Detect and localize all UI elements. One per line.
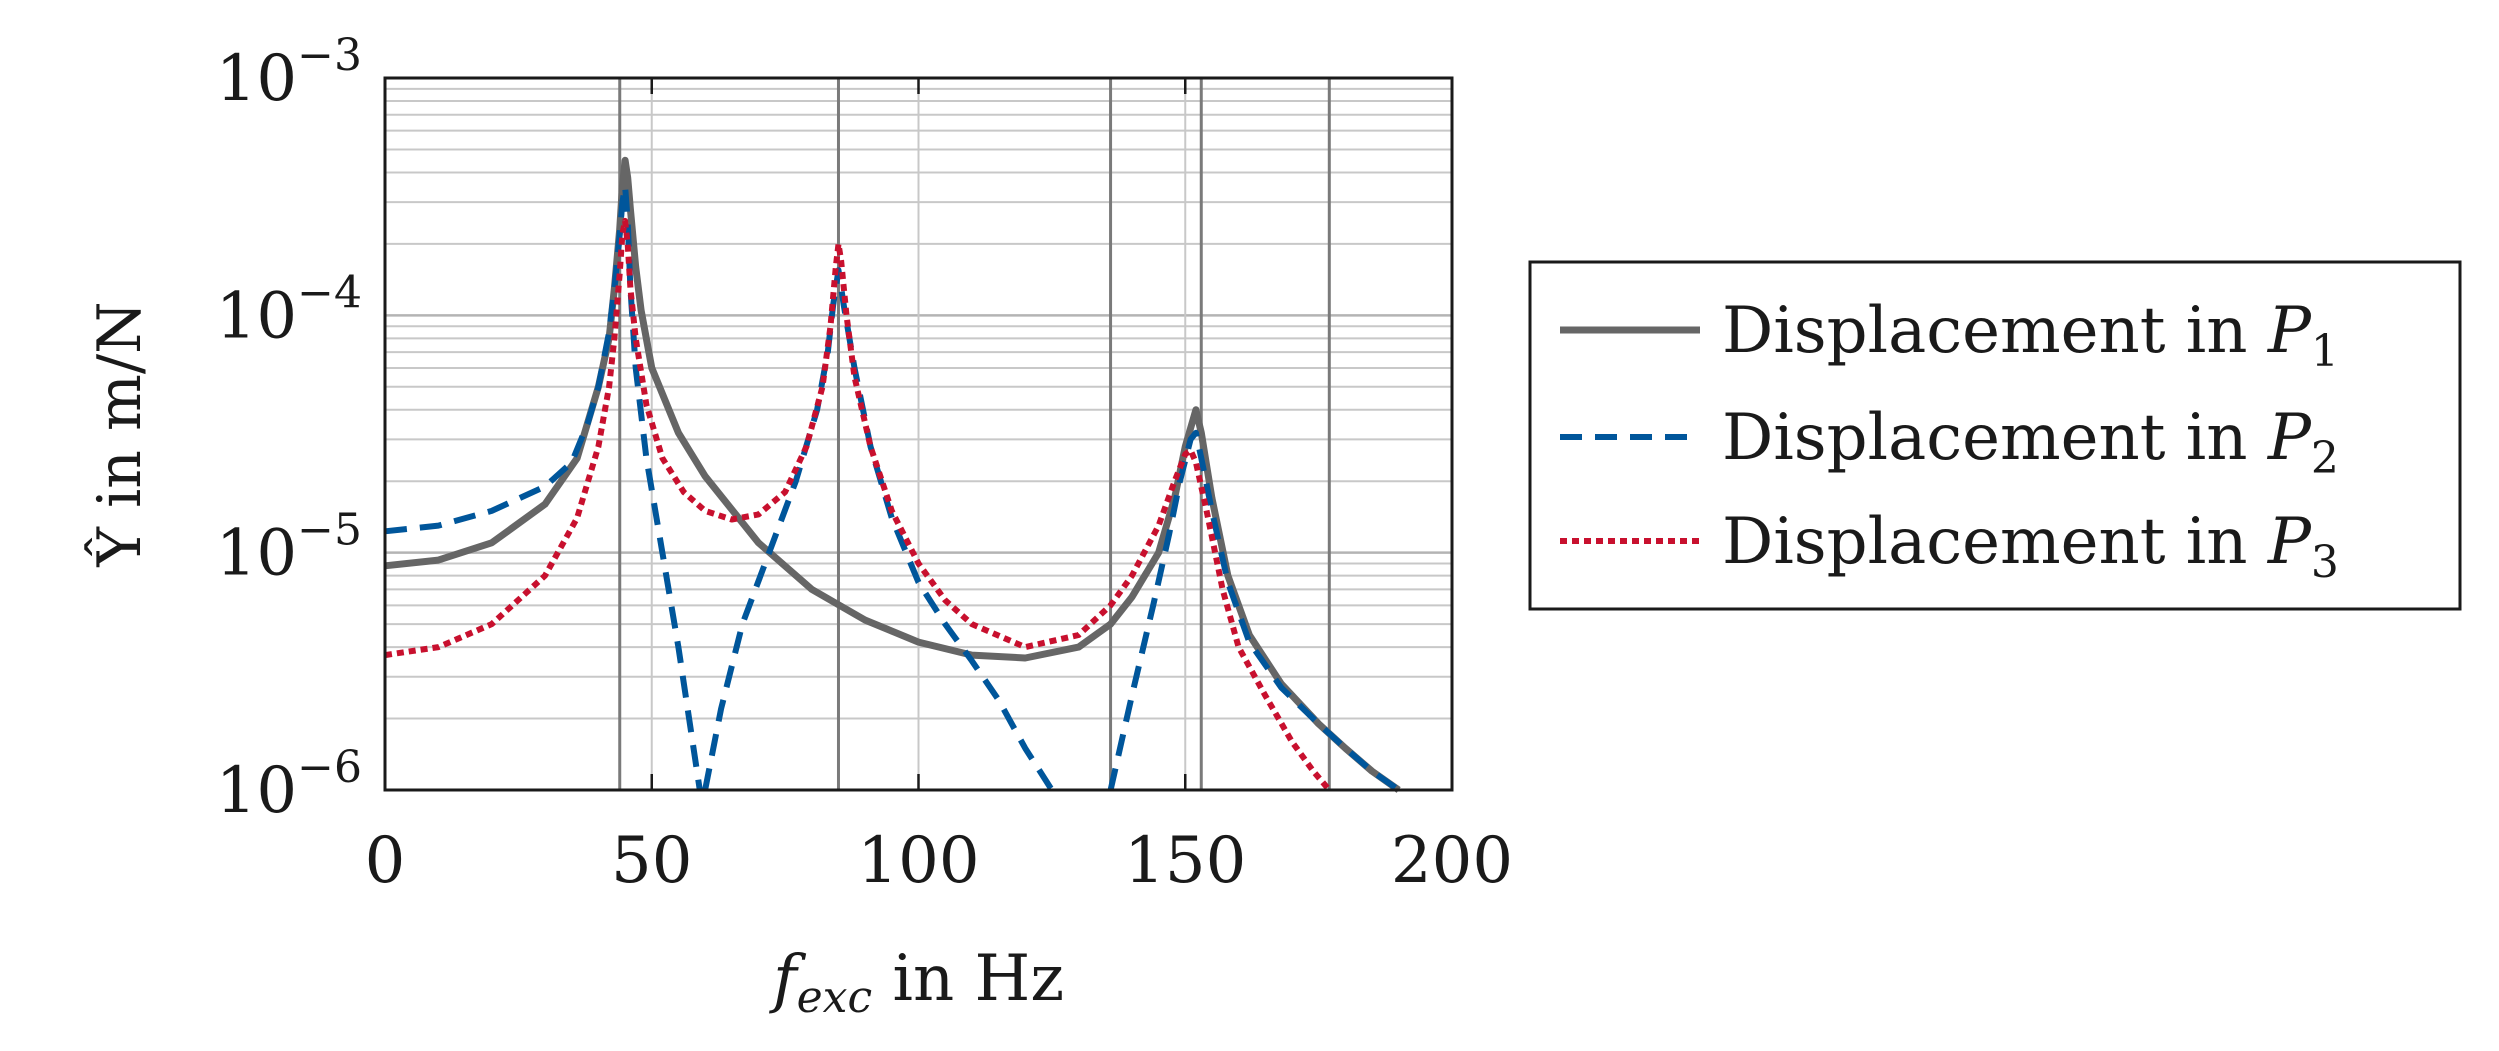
x-tick-label: 0 — [365, 824, 406, 898]
legend-label-2: Displacement in P2 — [1722, 401, 2339, 484]
y-tick-label: 10−5 — [216, 505, 362, 591]
y-tick-label: 10−4 — [216, 267, 362, 353]
y-tick-label: 10−6 — [216, 742, 362, 828]
series-line-2 — [702, 267, 1055, 792]
legend-label-1: Displacement in P1 — [1722, 294, 2339, 377]
y-axis-label: Ŷ in m/N — [84, 301, 155, 567]
x-axis-label: fexc in Hz — [769, 942, 1064, 1023]
x-axis-label-sub: exc — [797, 972, 873, 1023]
legend-label-3: Displacement in P3 — [1722, 505, 2339, 588]
x-tick-label: 50 — [611, 824, 692, 898]
x-axis-label-unit: in Hz — [872, 942, 1064, 1016]
y-tick-label: 10−3 — [216, 30, 362, 116]
plot-area — [384, 156, 1401, 793]
y-axis-label-main: Ŷ — [84, 526, 155, 568]
series-line-2 — [1107, 429, 1401, 793]
y-axis-label-unit: in m/N — [85, 301, 155, 527]
axis-ticks: 0 50 100 150 200 10−6 10−5 10−4 10−3 — [216, 30, 1513, 898]
legend: Displacement in P1 Displacement in P2 Disp… — [1528, 260, 2462, 611]
x-tick-label: 200 — [1391, 824, 1513, 898]
series-line-3 — [384, 217, 1332, 792]
x-tick-label: 100 — [857, 824, 979, 898]
x-tick-label: 150 — [1124, 824, 1246, 898]
